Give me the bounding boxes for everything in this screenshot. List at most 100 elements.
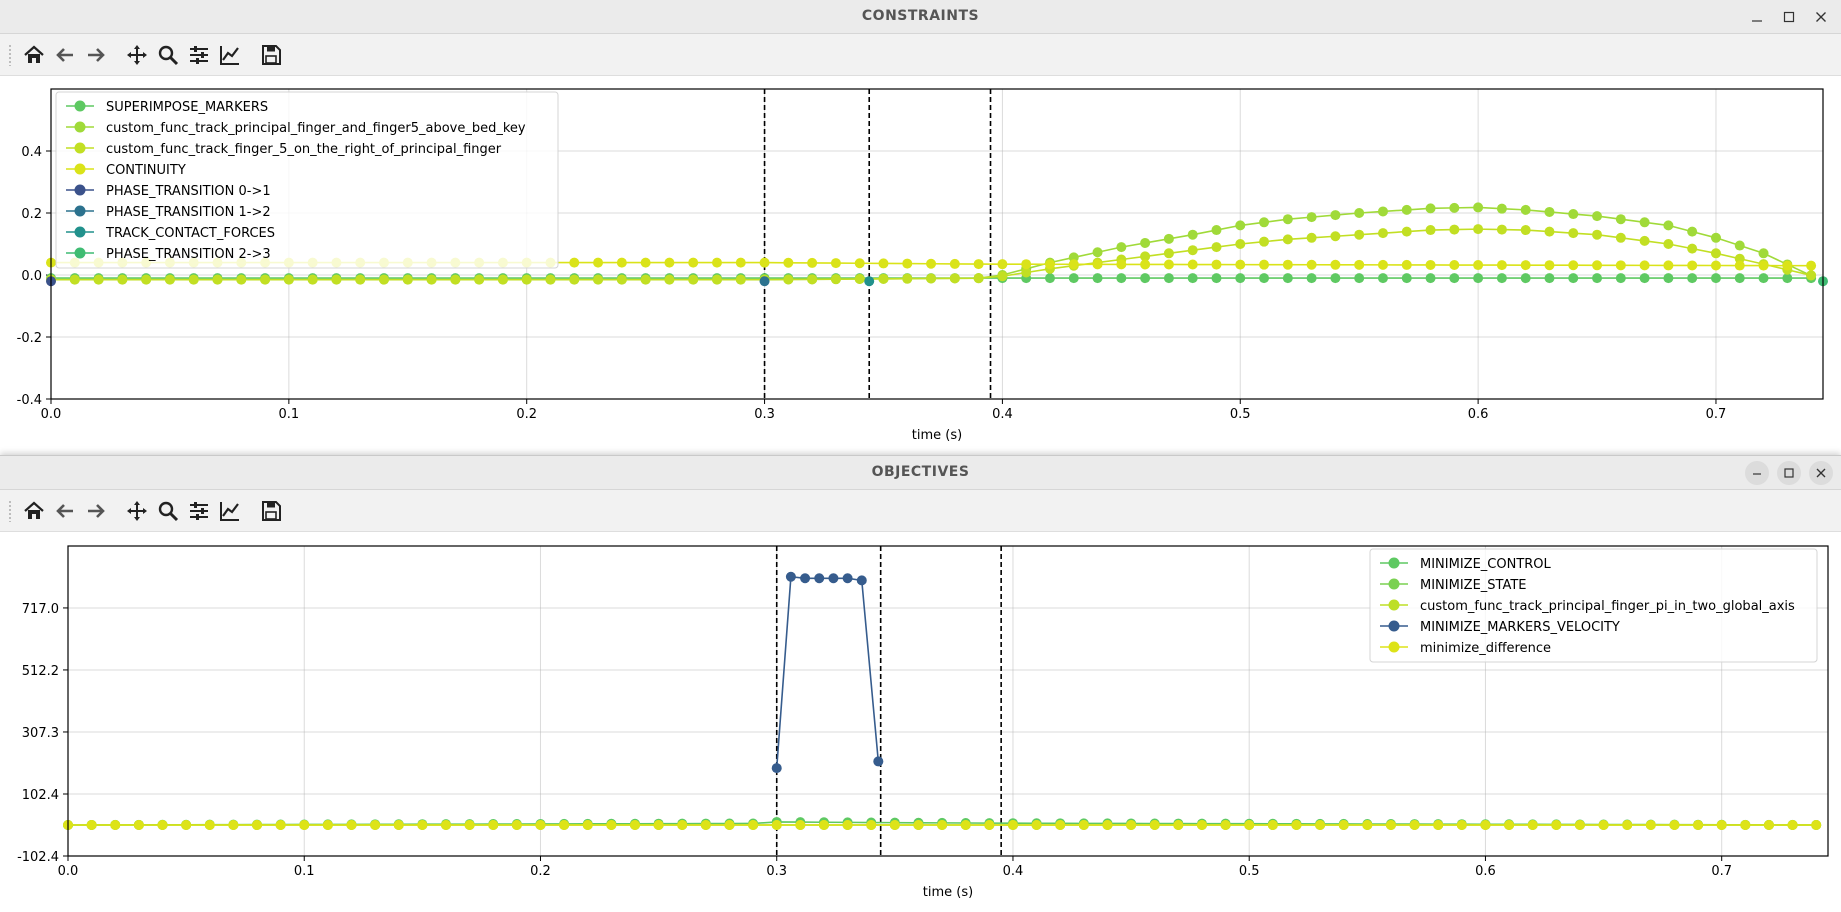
edit-axis-button[interactable] [214,38,245,71]
data-point [1116,259,1127,270]
objectives-chart[interactable]: 0.0 0.1 0.2 0.3 0.4 0.5 0.6 0.7 -102.4 102.4 307.3… [0,531,1841,912]
maximize-window-button[interactable] [1777,5,1801,29]
series-custom-func-track-finger-5-on-the-right-of-principal-finger [46,224,1817,285]
configure-subplots-button[interactable] [183,494,214,527]
data-point [949,273,960,284]
data-point [1385,820,1396,830]
legend-entry: MINIMIZE_STATE [1380,578,1527,593]
configure-subplots-button[interactable] [183,38,214,71]
data-point [164,274,175,285]
data-point [1645,820,1656,830]
data-point [1244,820,1255,830]
x-axis-label: time (s) [912,428,962,443]
data-point [212,274,223,285]
data-point [1734,240,1745,251]
data-point [1211,242,1222,253]
data-point [1021,267,1032,278]
legend-entry: CONTINUITY [66,163,186,178]
pan-button[interactable] [121,494,152,527]
plot-toolbar [0,34,1841,76]
data-point [606,820,617,830]
data-point [1187,245,1198,256]
save-button[interactable] [255,494,286,527]
data-point [1568,260,1579,271]
y-tick-label: 0.4 [21,145,42,160]
data-point [1544,226,1555,237]
data-point [1211,273,1222,284]
back-arrow-button[interactable] [49,494,80,527]
data-point [1782,260,1793,271]
legend-label: TRACK_CONTACT_FORCES [105,226,275,241]
data-point [902,258,913,269]
data-point [640,257,651,268]
data-point [748,820,759,830]
data-point [133,820,144,830]
back-arrow-icon [55,47,73,62]
data-point [251,820,262,830]
minimize-window-button[interactable] [1745,5,1769,29]
zoom-button[interactable] [152,494,183,527]
save-button[interactable] [255,38,286,71]
data-point [616,257,627,268]
minimize-icon [1752,19,1762,22]
data-point [1811,820,1822,830]
zoom-button[interactable] [152,38,183,71]
data-point [926,273,937,284]
data-point [1330,210,1341,221]
maximize-window-button[interactable] [1777,460,1801,485]
close-window-button[interactable] [1809,5,1833,29]
data-point [1663,273,1674,284]
minimize-window-button[interactable] [1745,460,1769,485]
data-point [902,273,913,284]
forward-arrow-button[interactable] [80,494,111,527]
forward-arrow-button[interactable] [80,38,111,71]
legend-entry: custom_func_track_principal_finger_and_f… [66,121,526,136]
data-point [1401,273,1412,284]
data-point [1211,225,1222,236]
maximize-icon [1784,467,1794,478]
data-point [1663,239,1674,249]
data-point [1306,212,1317,223]
data-point [616,274,627,285]
toolbar-grip[interactable] [8,499,12,522]
back-arrow-button[interactable] [49,38,80,71]
axes-frame [50,88,1824,400]
y-tick-label: -102.4 [17,850,59,865]
data-point [402,274,413,285]
legend-box [55,91,559,269]
close-window-button[interactable] [1809,460,1833,485]
data-point [984,820,995,830]
data-point [1687,273,1698,284]
legend-entry: MINIMIZE_CONTROL [1380,557,1552,572]
constraints-chart[interactable]: 0.0 0.1 0.2 0.3 0.4 0.5 0.6 0.7 -0.4 -0.2 0.0 0.2 0.… [0,75,1841,454]
home-button[interactable] [18,38,49,71]
axes-frame [67,545,1829,857]
edit-axis-button[interactable] [214,494,245,527]
window-title: OBJECTIVES [871,464,970,480]
data-point [535,820,546,830]
data-point [1282,234,1293,245]
data-point [511,820,522,830]
data-point [1615,273,1626,284]
data-point [1401,204,1412,215]
data-point [1758,260,1769,271]
data-point [1758,273,1769,284]
home-button[interactable] [18,494,49,527]
y-tick-label: 512.2 [22,664,59,679]
data-point [346,820,357,830]
data-point [1163,259,1174,270]
data-point [818,820,829,830]
data-point [1669,820,1680,830]
pan-button[interactable] [121,38,152,71]
data-point [1449,260,1460,271]
data-point [86,820,97,830]
legend-label: PHASE_TRANSITION 0->1 [106,184,271,199]
y-tick-label: 102.4 [22,788,59,803]
toolbar-grip[interactable] [8,43,12,66]
x-tick-label: 0.4 [992,407,1013,422]
data-point [1480,820,1491,830]
data-point [960,820,971,830]
data-point [1592,211,1603,222]
data-point [1078,820,1089,830]
data-point [1710,273,1721,284]
